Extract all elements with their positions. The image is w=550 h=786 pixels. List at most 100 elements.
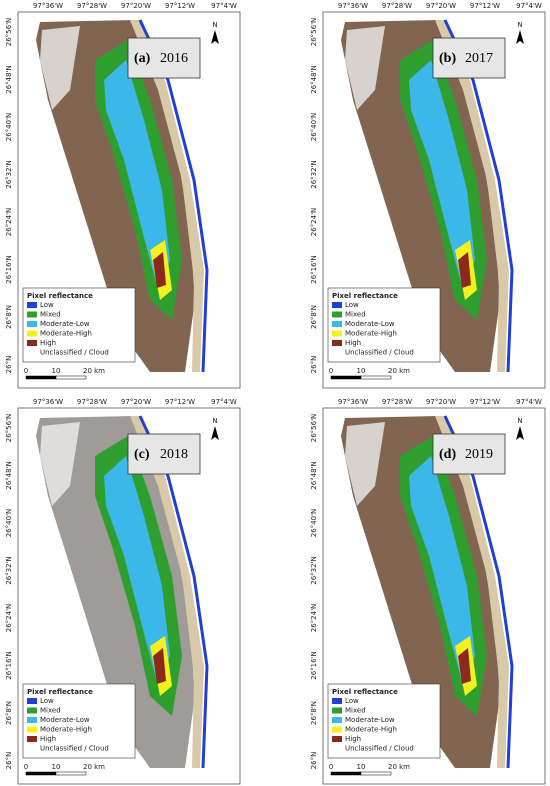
latitude-label: 26°8'N (310, 701, 318, 725)
legend-title: Pixel reflectance (27, 688, 93, 696)
legend-swatch (27, 321, 37, 327)
legend-swatch (332, 745, 342, 752)
panel-letter: (b) (439, 51, 456, 66)
map-panel: 97°36'W 97°28'W 97°20'W 97°12'W 97°4'W 26°56'… (5, 398, 241, 785)
panel-letter: (c) (134, 447, 150, 462)
latitude-label: 26°56'N (310, 18, 318, 46)
latitude-label: 26°N (310, 356, 318, 374)
panel-letter: (a) (134, 51, 151, 66)
legend-label: Unclassified / Cloud (40, 745, 109, 753)
legend-label: Moderate-High (345, 726, 397, 734)
legend-title: Pixel reflectance (332, 688, 398, 696)
longitude-label: 97°4'W (211, 2, 237, 10)
latitude-label: 26°24'N (5, 604, 13, 632)
legend-swatch (27, 717, 37, 723)
latitude-label: 26°16'N (310, 255, 318, 283)
scale-label: 10 (357, 367, 366, 375)
laguna-moderate-low (104, 60, 170, 290)
legend-swatch (332, 311, 342, 318)
latitude-label: 26°40'N (5, 509, 13, 537)
scale-label: 20 km (83, 763, 105, 771)
latitude-label: 26°40'N (310, 113, 318, 141)
latitude-label: 26°56'N (310, 414, 318, 442)
legend-label: Mixed (345, 311, 366, 319)
legend-box (327, 683, 441, 759)
longitude-label: 97°4'W (516, 398, 542, 406)
latitude-label: 26°56'N (5, 414, 13, 442)
panel-year: 2017 (465, 51, 493, 66)
legend-label: High (345, 339, 361, 347)
legend-swatch (27, 349, 37, 356)
legend-swatch (332, 330, 342, 337)
legend-swatch (332, 302, 342, 308)
scale-bar-segment (330, 375, 362, 380)
longitude-label: 97°36'W (338, 398, 368, 406)
laguna-moderate-low (409, 456, 475, 686)
legend-label: Mixed (345, 707, 366, 715)
map-panel: 97°36'W 97°28'W 97°20'W 97°12'W 97°4'W 26°56'… (5, 2, 241, 389)
laguna-high (458, 648, 471, 684)
legend-swatch (27, 311, 37, 318)
north-label: N (517, 417, 522, 425)
longitude-label: 97°28'W (382, 2, 412, 10)
legend-title: Pixel reflectance (332, 292, 398, 300)
longitude-label: 97°36'W (33, 2, 63, 10)
panel-label-box (127, 433, 201, 475)
legend-swatch (332, 698, 342, 704)
legend-swatch (332, 717, 342, 723)
latitude-label: 26°16'N (5, 651, 13, 679)
latitude-label: 26°40'N (5, 113, 13, 141)
legend-label: Low (345, 697, 359, 705)
north-arrow (516, 426, 524, 440)
legend-swatch (27, 736, 37, 742)
longitude-label: 97°20'W (426, 398, 456, 406)
longitude-label: 97°28'W (382, 398, 412, 406)
latitude-label: 26°40'N (310, 509, 318, 537)
latitude-label: 26°56'N (5, 18, 13, 46)
legend-label: Moderate-Low (40, 716, 90, 724)
panel-label-box (127, 37, 201, 79)
legend-swatch (332, 707, 342, 714)
legend-label: Moderate-High (345, 330, 397, 338)
legend-box (22, 287, 136, 363)
legend-label: High (40, 339, 56, 347)
longitude-label: 97°4'W (211, 398, 237, 406)
scale-bar-segment (25, 771, 57, 776)
longitude-label: 97°20'W (121, 398, 151, 406)
legend-swatch (27, 726, 37, 733)
legend-label: Moderate-Low (40, 320, 90, 328)
latitude-label: 26°48'N (5, 461, 13, 489)
latitude-label: 26°N (310, 752, 318, 770)
legend-title: Pixel reflectance (27, 292, 93, 300)
longitude-label: 97°20'W (121, 2, 151, 10)
latitude-label: 26°8'N (5, 305, 13, 329)
scale-label: 10 (357, 763, 366, 771)
scale-label: 0 (24, 367, 28, 375)
legend-label: Unclassified / Cloud (345, 349, 414, 357)
panel-year: 2016 (160, 51, 188, 66)
legend-label: High (345, 735, 361, 743)
longitude-label: 97°12'W (470, 398, 500, 406)
scale-bar-segment (55, 375, 87, 380)
scale-label: 0 (24, 763, 28, 771)
latitude-label: 26°24'N (5, 208, 13, 236)
barrier-island (130, 416, 204, 768)
panel-label-box (432, 37, 506, 79)
latitude-label: 26°48'N (310, 65, 318, 93)
legend-label: Low (40, 697, 54, 705)
laguna-high (153, 648, 166, 684)
legend-swatch (27, 745, 37, 752)
scale-bar-segment (360, 771, 392, 776)
legend-swatch (332, 340, 342, 346)
scale-label: 10 (52, 367, 61, 375)
scale-label: 20 km (388, 367, 410, 375)
longitude-label: 97°28'W (77, 398, 107, 406)
latitude-label: 26°48'N (5, 65, 13, 93)
legend-label: Mixed (40, 311, 61, 319)
longitude-label: 97°12'W (470, 2, 500, 10)
longitude-label: 97°12'W (165, 398, 195, 406)
panel-year: 2018 (160, 447, 188, 462)
